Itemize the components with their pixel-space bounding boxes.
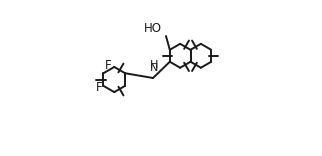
Text: N: N [150, 63, 158, 73]
Text: HO: HO [143, 22, 161, 35]
Text: H: H [149, 60, 158, 70]
Text: F: F [96, 81, 102, 94]
Text: F: F [105, 59, 112, 72]
